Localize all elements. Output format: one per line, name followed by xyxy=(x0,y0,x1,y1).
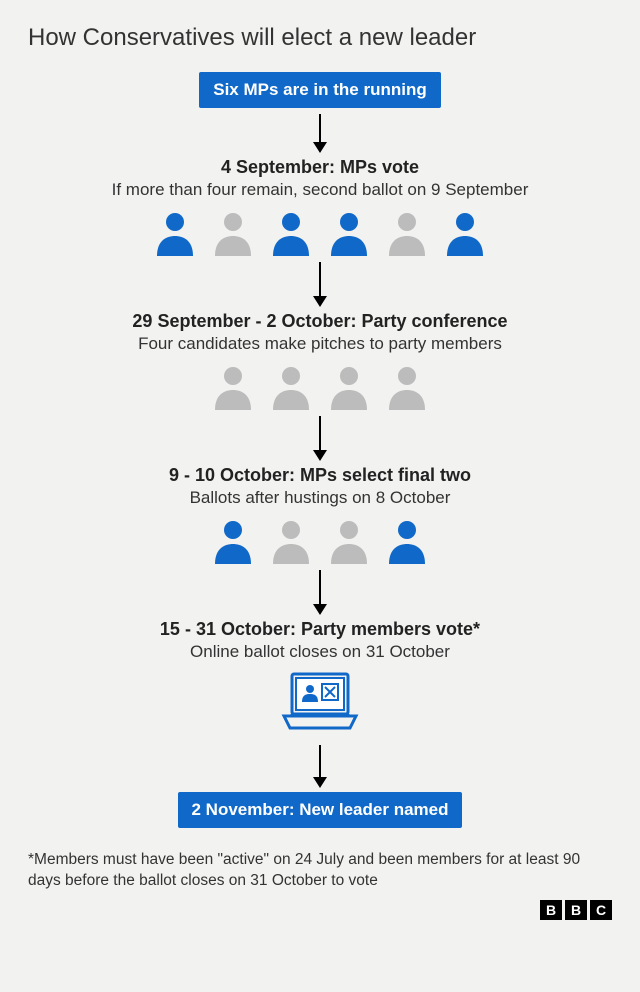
down-arrow-icon xyxy=(313,570,327,615)
start-box: Six MPs are in the running xyxy=(199,72,440,108)
step-2: 9 - 10 October: MPs select final two Bal… xyxy=(169,465,471,564)
logo-row: BBC xyxy=(28,900,612,920)
person-icon xyxy=(385,518,429,564)
person-icon xyxy=(153,210,197,256)
laptop-icon xyxy=(160,670,480,739)
person-icon xyxy=(385,364,429,410)
person-icon xyxy=(211,210,255,256)
end-box: 2 November: New leader named xyxy=(178,792,463,828)
people-row xyxy=(132,364,507,410)
person-icon xyxy=(327,364,371,410)
page-title: How Conservatives will elect a new leade… xyxy=(28,24,612,52)
bbc-block: B xyxy=(540,900,562,920)
step-title: 15 - 31 October: Party members vote* xyxy=(160,619,480,640)
bbc-logo: BBC xyxy=(540,900,612,920)
down-arrow-icon xyxy=(313,416,327,461)
person-icon xyxy=(327,210,371,256)
down-arrow-icon xyxy=(313,262,327,307)
step-title: 9 - 10 October: MPs select final two xyxy=(169,465,471,486)
person-icon xyxy=(327,518,371,564)
people-row xyxy=(169,518,471,564)
person-icon xyxy=(385,210,429,256)
step-3: 15 - 31 October: Party members vote* Onl… xyxy=(160,619,480,739)
step-sub: If more than four remain, second ballot … xyxy=(112,180,529,200)
person-icon xyxy=(211,364,255,410)
bbc-block: B xyxy=(565,900,587,920)
step-sub: Online ballot closes on 31 October xyxy=(160,642,480,662)
step-title: 29 September - 2 October: Party conferen… xyxy=(132,311,507,332)
person-icon xyxy=(269,518,313,564)
people-row xyxy=(112,210,529,256)
step-0: 4 September: MPs vote If more than four … xyxy=(112,157,529,256)
step-title: 4 September: MPs vote xyxy=(112,157,529,178)
step-sub: Four candidates make pitches to party me… xyxy=(132,334,507,354)
bbc-block: C xyxy=(590,900,612,920)
step-sub: Ballots after hustings on 8 October xyxy=(169,488,471,508)
person-icon xyxy=(269,364,313,410)
person-icon xyxy=(443,210,487,256)
step-1: 29 September - 2 October: Party conferen… xyxy=(132,311,507,410)
person-icon xyxy=(211,518,255,564)
footnote: *Members must have been "active" on 24 J… xyxy=(28,850,612,892)
down-arrow-icon xyxy=(313,745,327,788)
flowchart: Six MPs are in the running 4 September: … xyxy=(28,72,612,828)
person-icon xyxy=(269,210,313,256)
down-arrow-icon xyxy=(313,114,327,153)
